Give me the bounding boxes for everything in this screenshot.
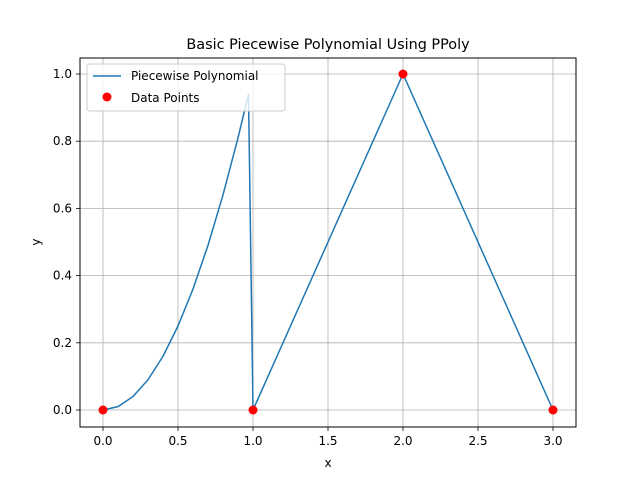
y-tick-label: 0.8 <box>53 134 72 148</box>
data-point-marker <box>548 405 558 415</box>
legend-label-data-points: Data Points <box>131 91 200 105</box>
x-tick-label: 1.5 <box>318 434 337 448</box>
x-tick-label: 2.5 <box>468 434 487 448</box>
x-tick-label: 1.0 <box>243 434 262 448</box>
polynomial-line <box>102 73 554 411</box>
y-tick-label: 0.4 <box>53 269 72 283</box>
data-point-marker <box>248 405 258 415</box>
legend-marker-icon <box>102 92 112 102</box>
y-tick-label: 0.0 <box>53 403 72 417</box>
data-point-marker <box>98 405 108 415</box>
x-tick-label: 3.0 <box>543 434 562 448</box>
plot-series <box>98 69 558 415</box>
y-tick-label: 0.6 <box>53 201 72 215</box>
y-axis-label: y <box>29 238 43 245</box>
legend-label-polynomial: Piecewise Polynomial <box>131 69 259 83</box>
chart-title: Basic Piecewise Polynomial Using PPoly <box>186 37 470 53</box>
x-tick-label: 0.5 <box>168 434 187 448</box>
axis-ticks: 0.0 0.5 1.0 1.5 2.0 2.5 3.0 0.0 0.2 0.4 0.6 0.8 1.0 <box>53 67 563 448</box>
legend-box <box>86 63 286 112</box>
y-tick-label: 1.0 <box>53 67 72 81</box>
data-point-marker <box>398 69 408 79</box>
x-axis-label: x <box>324 456 331 470</box>
x-tick-label: 0.0 <box>93 434 112 448</box>
y-tick-label: 0.2 <box>53 336 72 350</box>
legend: Piecewise Polynomial Data Points <box>86 63 286 112</box>
x-tick-label: 2.0 <box>393 434 412 448</box>
